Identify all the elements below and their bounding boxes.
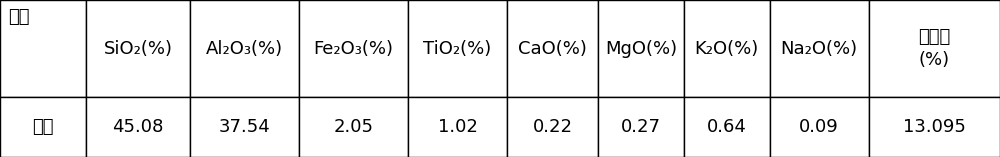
Bar: [408, 0, 507, 97]
Text: 2.05: 2.05: [334, 118, 374, 136]
Text: 1.02: 1.02: [438, 118, 478, 136]
Bar: [869, 97, 1000, 157]
Bar: [507, 97, 598, 157]
Bar: [86, 0, 190, 97]
Text: Al₂O₃(%): Al₂O₃(%): [206, 40, 283, 58]
Bar: [408, 97, 507, 157]
Text: 含量: 含量: [32, 118, 54, 136]
Bar: [299, 97, 408, 157]
Bar: [869, 0, 1000, 97]
Text: MgO(%): MgO(%): [605, 40, 677, 58]
Bar: [86, 97, 190, 157]
Text: 0.64: 0.64: [707, 118, 747, 136]
Text: Fe₂O₃(%): Fe₂O₃(%): [314, 40, 394, 58]
Text: SiO₂(%): SiO₂(%): [103, 40, 172, 58]
Bar: [299, 0, 408, 97]
Text: K₂O(%): K₂O(%): [695, 40, 759, 58]
Bar: [0, 97, 86, 157]
Bar: [598, 0, 684, 97]
Bar: [598, 97, 684, 157]
Bar: [684, 97, 770, 157]
Text: 13.095: 13.095: [903, 118, 966, 136]
Bar: [770, 0, 869, 97]
Text: TiO₂(%): TiO₂(%): [423, 40, 492, 58]
Text: 0.22: 0.22: [533, 118, 573, 136]
Bar: [770, 97, 869, 157]
Bar: [684, 0, 770, 97]
Bar: [190, 0, 299, 97]
Text: Na₂O(%): Na₂O(%): [781, 40, 858, 58]
Bar: [190, 97, 299, 157]
Bar: [0, 0, 86, 97]
Text: 烧失物
(%): 烧失物 (%): [918, 28, 950, 69]
Text: 45.08: 45.08: [112, 118, 164, 136]
Text: 0.27: 0.27: [621, 118, 661, 136]
Text: 37.54: 37.54: [219, 118, 270, 136]
Text: 0.09: 0.09: [799, 118, 839, 136]
Bar: [507, 0, 598, 97]
Text: CaO(%): CaO(%): [518, 40, 587, 58]
Text: 成分: 成分: [8, 8, 30, 26]
